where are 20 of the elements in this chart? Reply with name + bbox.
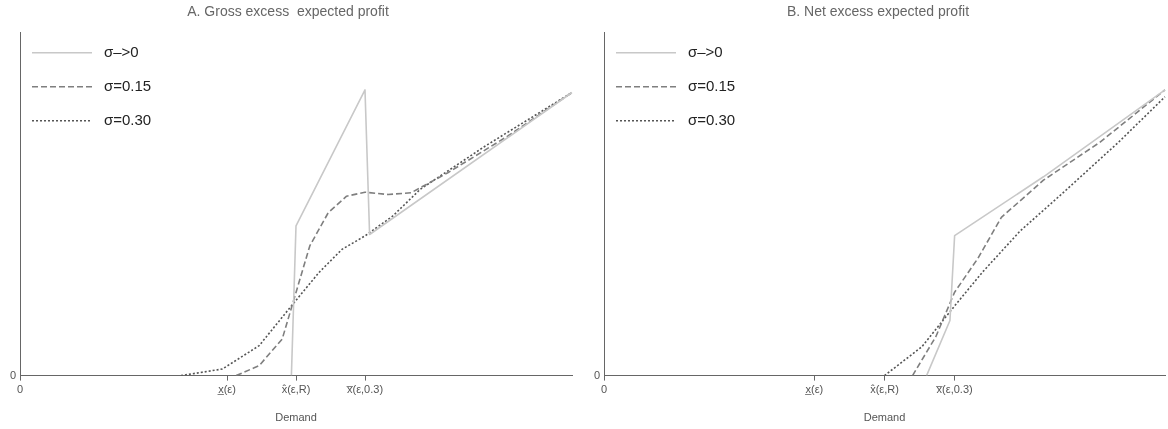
x-axis-title: Demand <box>275 411 317 424</box>
x-tick-label: x̂(ε,R) <box>281 383 311 396</box>
text: 0 <box>9 368 16 381</box>
x-tick-label: x̲(ε) <box>216 383 236 396</box>
chart-title: A. Gross excess expected profit <box>187 3 389 20</box>
x-tick-label: x̂(ε,R) <box>870 383 899 396</box>
chart-title: B. Net excess expected profit <box>786 3 970 20</box>
text: 0 <box>593 368 600 381</box>
legend-label: σ–>0 <box>688 42 723 60</box>
x-axis-title: Demand <box>863 411 906 424</box>
legend-label: σ=0.30 <box>104 110 152 128</box>
x-tick-label: 0 <box>16 383 24 396</box>
x-tick-label: x̅(ε,0.3) <box>345 383 384 396</box>
legend-label: σ=0.15 <box>688 76 736 94</box>
x-tick-label: x̅(ε,0.3) <box>935 383 973 396</box>
legend-label: σ–>0 <box>104 42 139 60</box>
x-tick-label: 0 <box>600 383 608 396</box>
legend-label: σ=0.15 <box>104 76 152 94</box>
x-tick-label: x̲(ε) <box>804 383 824 396</box>
legend-label: σ=0.30 <box>688 110 736 128</box>
